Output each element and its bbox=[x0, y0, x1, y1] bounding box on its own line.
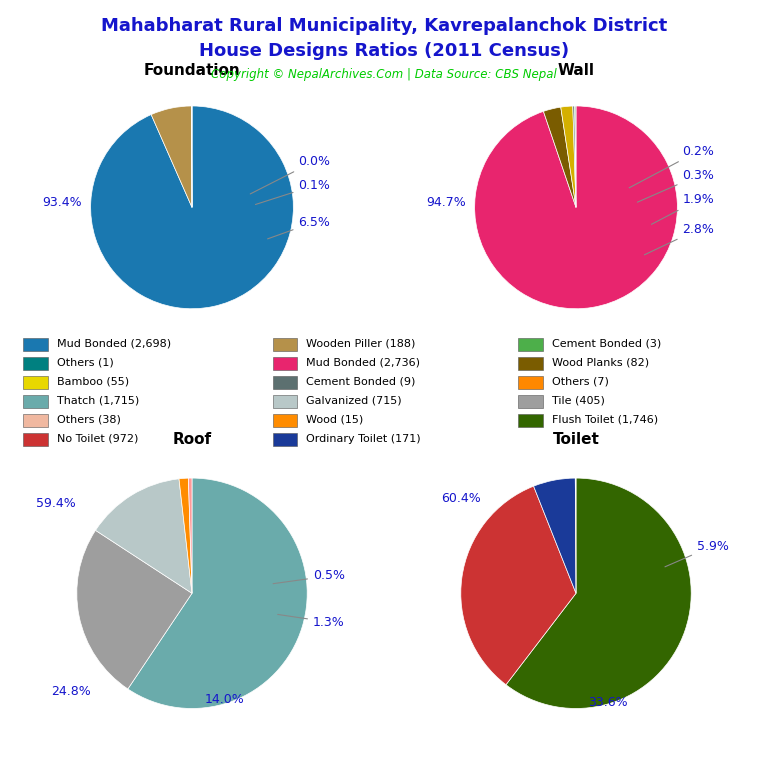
Text: 59.4%: 59.4% bbox=[36, 497, 76, 510]
Wedge shape bbox=[188, 478, 192, 593]
Text: 0.0%: 0.0% bbox=[250, 155, 330, 194]
Text: Wooden Piller (188): Wooden Piller (188) bbox=[306, 339, 415, 349]
Text: 33.6%: 33.6% bbox=[588, 697, 628, 709]
Text: Ordinary Toilet (171): Ordinary Toilet (171) bbox=[306, 434, 421, 444]
FancyBboxPatch shape bbox=[23, 376, 48, 389]
Text: Others (1): Others (1) bbox=[57, 357, 114, 367]
Text: 14.0%: 14.0% bbox=[204, 693, 244, 706]
Text: 93.4%: 93.4% bbox=[42, 196, 82, 209]
FancyBboxPatch shape bbox=[23, 414, 48, 427]
Wedge shape bbox=[475, 106, 677, 309]
FancyBboxPatch shape bbox=[273, 414, 297, 427]
Text: Galvanized (715): Galvanized (715) bbox=[306, 396, 402, 406]
Wedge shape bbox=[573, 106, 576, 207]
Text: Mud Bonded (2,736): Mud Bonded (2,736) bbox=[306, 357, 420, 367]
Text: Mud Bonded (2,698): Mud Bonded (2,698) bbox=[57, 339, 171, 349]
Wedge shape bbox=[95, 478, 192, 593]
Text: 2.8%: 2.8% bbox=[644, 223, 714, 255]
Wedge shape bbox=[77, 531, 192, 689]
Wedge shape bbox=[127, 478, 307, 708]
Wedge shape bbox=[561, 106, 576, 207]
Wedge shape bbox=[179, 478, 192, 593]
Text: Mahabharat Rural Municipality, Kavrepalanchok District: Mahabharat Rural Municipality, Kavrepala… bbox=[101, 17, 667, 35]
FancyBboxPatch shape bbox=[518, 338, 543, 351]
Text: 94.7%: 94.7% bbox=[426, 196, 466, 209]
FancyBboxPatch shape bbox=[518, 414, 543, 427]
Text: Flush Toilet (1,746): Flush Toilet (1,746) bbox=[552, 415, 658, 425]
Text: 0.3%: 0.3% bbox=[637, 169, 714, 202]
FancyBboxPatch shape bbox=[518, 357, 543, 370]
Text: Cement Bonded (3): Cement Bonded (3) bbox=[552, 339, 661, 349]
Text: Others (38): Others (38) bbox=[57, 415, 121, 425]
FancyBboxPatch shape bbox=[23, 433, 48, 446]
Text: No Toilet (972): No Toilet (972) bbox=[57, 434, 138, 444]
Text: 0.2%: 0.2% bbox=[629, 144, 714, 188]
Text: 1.3%: 1.3% bbox=[278, 614, 345, 628]
Title: Foundation: Foundation bbox=[144, 63, 240, 78]
FancyBboxPatch shape bbox=[273, 338, 297, 351]
Wedge shape bbox=[544, 108, 576, 207]
Text: 0.5%: 0.5% bbox=[273, 569, 345, 584]
Text: House Designs Ratios (2011 Census): House Designs Ratios (2011 Census) bbox=[199, 42, 569, 60]
Title: Wall: Wall bbox=[558, 63, 594, 78]
Text: Wood (15): Wood (15) bbox=[306, 415, 364, 425]
Text: Copyright © NepalArchives.Com | Data Source: CBS Nepal: Copyright © NepalArchives.Com | Data Sou… bbox=[211, 68, 557, 81]
Wedge shape bbox=[91, 106, 293, 309]
FancyBboxPatch shape bbox=[518, 395, 543, 409]
FancyBboxPatch shape bbox=[23, 357, 48, 370]
Text: 6.5%: 6.5% bbox=[267, 216, 330, 239]
Wedge shape bbox=[506, 478, 691, 708]
FancyBboxPatch shape bbox=[273, 357, 297, 370]
Text: 24.8%: 24.8% bbox=[51, 685, 91, 697]
Text: 60.4%: 60.4% bbox=[441, 492, 481, 505]
FancyBboxPatch shape bbox=[23, 395, 48, 409]
Text: Wood Planks (82): Wood Planks (82) bbox=[552, 357, 649, 367]
Text: 1.9%: 1.9% bbox=[651, 194, 714, 224]
FancyBboxPatch shape bbox=[273, 395, 297, 409]
FancyBboxPatch shape bbox=[23, 338, 48, 351]
Wedge shape bbox=[151, 106, 192, 207]
Title: Toilet: Toilet bbox=[552, 432, 600, 447]
Wedge shape bbox=[461, 486, 576, 685]
Text: 0.1%: 0.1% bbox=[256, 179, 330, 204]
Wedge shape bbox=[534, 478, 576, 593]
FancyBboxPatch shape bbox=[273, 433, 297, 446]
Text: Bamboo (55): Bamboo (55) bbox=[57, 376, 129, 386]
Title: Roof: Roof bbox=[173, 432, 211, 447]
Text: Cement Bonded (9): Cement Bonded (9) bbox=[306, 376, 415, 386]
Wedge shape bbox=[574, 106, 576, 207]
FancyBboxPatch shape bbox=[518, 376, 543, 389]
Text: Tile (405): Tile (405) bbox=[552, 396, 605, 406]
Text: 5.9%: 5.9% bbox=[665, 539, 729, 567]
Text: Thatch (1,715): Thatch (1,715) bbox=[57, 396, 139, 406]
Text: Others (7): Others (7) bbox=[552, 376, 609, 386]
FancyBboxPatch shape bbox=[273, 376, 297, 389]
